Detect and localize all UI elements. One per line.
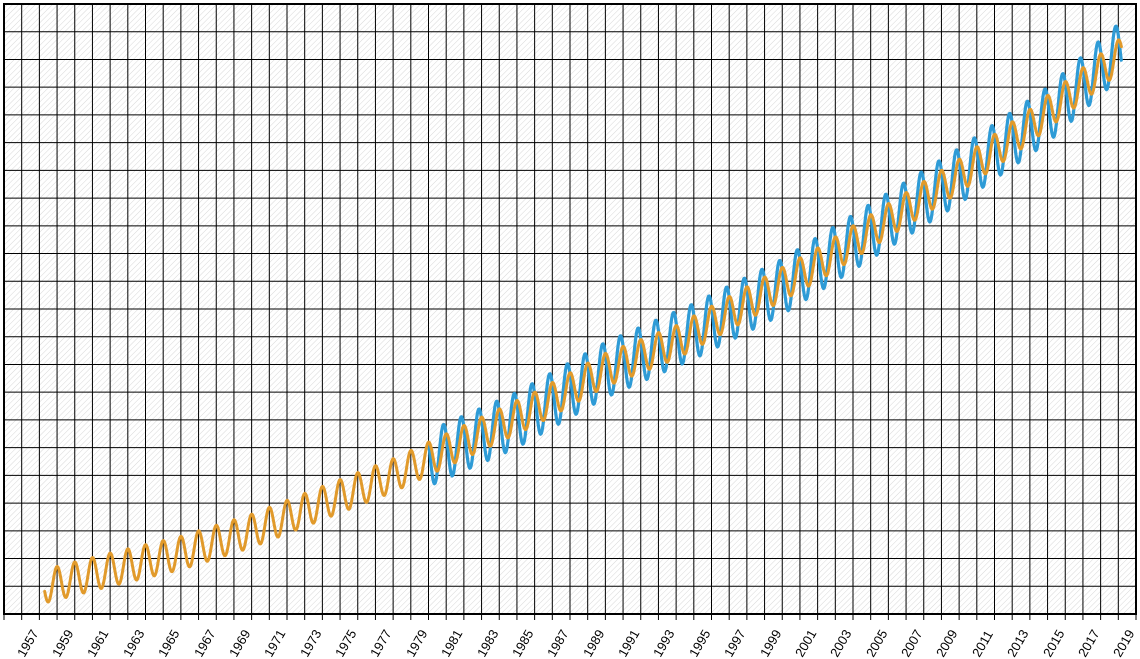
- chart-container: 1957195919611963196519671969197119731975…: [0, 0, 1140, 659]
- chart-svg: [0, 0, 1140, 659]
